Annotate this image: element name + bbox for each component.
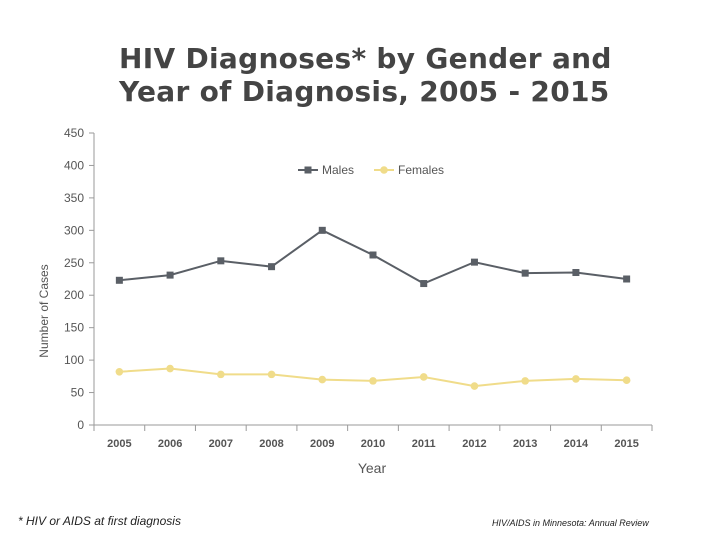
data-point-males: [521, 269, 529, 277]
x-axis-title: Year: [358, 460, 387, 476]
x-tick-label: 2007: [209, 438, 233, 450]
legend-swatch-marker: [380, 166, 388, 174]
x-axis: 2005 2006 2007 2008 2009 2010 2011 2012 2013 2014…: [93, 424, 653, 450]
title-line-2: Year of Diagnosis, 2005 - 2015: [119, 75, 610, 108]
x-tick-label: 2009: [310, 438, 334, 450]
x-tick-label: 2010: [361, 438, 385, 450]
data-point-females: [419, 373, 428, 381]
y-tick-label: 350: [64, 191, 84, 205]
y-tick-label: 250: [64, 256, 84, 270]
line-chart: 0 50 100 150 200 250 300 350 400 450 2005 2006 2007…: [37, 126, 653, 476]
slide-title: HIV Diagnoses* by Gender and Year of Dia…: [119, 42, 679, 108]
x-tick-label: 2011: [412, 438, 436, 450]
legend-item-females: Females: [374, 163, 444, 177]
y-tick-label: 100: [64, 353, 84, 367]
title-line-1: HIV Diagnoses* by Gender and: [119, 42, 612, 75]
data-point-females: [572, 375, 580, 383]
data-point-males: [166, 271, 174, 279]
x-tick-label: 2012: [462, 438, 486, 450]
data-point-females: [369, 377, 377, 385]
y-tick-label: 200: [64, 288, 84, 302]
y-tick-label: 150: [64, 321, 84, 335]
x-tick-label: 2006: [158, 438, 182, 450]
x-tick-label: 2013: [513, 438, 537, 450]
legend-label: Males: [322, 163, 354, 177]
source-citation: HIV/AIDS in Minnesota: Annual Review: [492, 518, 649, 528]
data-point-females: [318, 375, 327, 384]
y-tick-label: 400: [64, 158, 84, 172]
data-point-females: [622, 376, 631, 385]
data-point-males: [217, 257, 225, 265]
legend-swatch-marker: [304, 166, 312, 174]
legend-label: Females: [398, 163, 444, 177]
series-females: [115, 364, 631, 390]
legend-item-males: Males: [298, 163, 354, 177]
footnote: * HIV or AIDS at first diagnosis: [18, 514, 181, 528]
data-point-females: [521, 377, 529, 385]
y-axis: 0 50 100 150 200 250 300 350 400 450: [64, 126, 95, 432]
data-point-males: [268, 263, 276, 271]
legend: Males Females: [298, 163, 444, 177]
y-tick-label: 50: [71, 386, 85, 400]
series-layer: [115, 226, 631, 390]
data-point-males: [420, 280, 428, 288]
data-point-females: [267, 370, 276, 379]
data-point-males: [623, 275, 631, 283]
x-tick-label: 2005: [107, 438, 131, 450]
data-point-males: [318, 226, 326, 234]
series-males: [115, 226, 631, 288]
data-point-males: [369, 251, 377, 259]
y-tick-label: 0: [77, 418, 84, 432]
data-point-males: [470, 258, 478, 266]
x-tick-label: 2008: [259, 438, 283, 450]
data-point-females: [166, 364, 174, 373]
y-axis-title: Number of Cases: [37, 264, 51, 357]
data-point-females: [217, 370, 225, 379]
y-tick-label: 450: [64, 126, 84, 140]
data-point-females: [115, 367, 124, 376]
data-point-males: [115, 276, 123, 284]
x-tick-label: 2015: [614, 438, 638, 450]
data-point-females: [470, 382, 479, 390]
data-point-males: [572, 269, 580, 277]
y-tick-label: 300: [64, 223, 84, 237]
x-tick-label: 2014: [564, 438, 589, 450]
